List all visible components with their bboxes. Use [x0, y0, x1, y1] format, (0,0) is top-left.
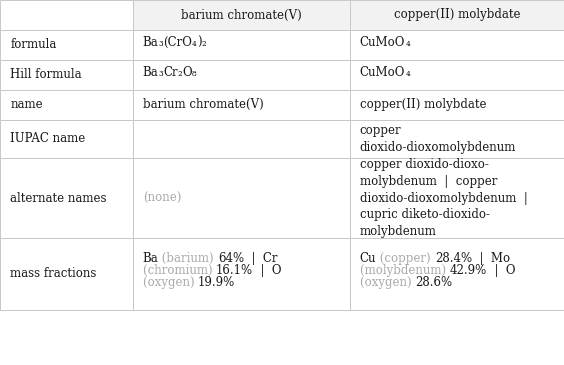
Text: |  O: | O: [253, 264, 281, 277]
Text: (CrO: (CrO: [163, 36, 192, 49]
Text: ₄: ₄: [192, 36, 197, 49]
Bar: [0, 30, 133, 60]
Bar: [0, 60, 133, 90]
Text: name: name: [10, 98, 43, 111]
Text: Cr: Cr: [163, 66, 178, 79]
Bar: [350, 238, 564, 310]
Bar: [0, 0, 133, 30]
Text: |  O: | O: [487, 264, 515, 277]
Bar: [133, 120, 350, 158]
Bar: [133, 0, 350, 30]
Text: copper
dioxido-dioxomolybdenum: copper dioxido-dioxomolybdenum: [360, 124, 516, 154]
Bar: [133, 90, 350, 120]
Text: 28.6%: 28.6%: [415, 276, 452, 289]
Text: |  Mo: | Mo: [472, 251, 510, 265]
Text: Cu: Cu: [360, 251, 376, 265]
Text: (barium): (barium): [158, 251, 218, 265]
Text: 42.9%: 42.9%: [450, 264, 487, 277]
Bar: [350, 30, 564, 60]
Text: ₄: ₄: [405, 36, 410, 49]
Text: formula: formula: [10, 38, 56, 51]
Bar: [350, 158, 564, 238]
Text: 28.4%: 28.4%: [435, 251, 472, 265]
Text: 16.1%: 16.1%: [216, 264, 253, 277]
Text: barium chromate(V): barium chromate(V): [143, 98, 263, 111]
Text: ): ): [197, 36, 201, 49]
Text: (chromium): (chromium): [143, 264, 216, 277]
Text: ₃: ₃: [158, 36, 163, 49]
Bar: [350, 60, 564, 90]
Text: (molybdenum): (molybdenum): [360, 264, 450, 277]
Text: Hill formula: Hill formula: [10, 68, 82, 81]
Bar: [0, 158, 133, 238]
Bar: [0, 238, 133, 310]
Text: CuMoO: CuMoO: [360, 36, 405, 49]
Text: Ba: Ba: [143, 251, 158, 265]
Text: alternate names: alternate names: [10, 192, 107, 205]
Bar: [133, 158, 350, 238]
Bar: [350, 90, 564, 120]
Bar: [133, 30, 350, 60]
Text: mass fractions: mass fractions: [10, 268, 96, 280]
Bar: [350, 120, 564, 158]
Text: (copper): (copper): [376, 251, 435, 265]
Bar: [0, 120, 133, 158]
Text: 64%: 64%: [218, 251, 244, 265]
Text: (oxygen): (oxygen): [360, 276, 415, 289]
Text: barium chromate(V): barium chromate(V): [180, 8, 302, 22]
Text: ₈: ₈: [192, 66, 197, 79]
Text: Ba: Ba: [143, 66, 158, 79]
Text: O: O: [183, 66, 192, 79]
Text: 19.9%: 19.9%: [198, 276, 235, 289]
Text: |  Cr: | Cr: [244, 251, 277, 265]
Text: ₂: ₂: [201, 36, 206, 49]
Text: ₄: ₄: [405, 66, 410, 79]
Text: (oxygen): (oxygen): [143, 276, 198, 289]
Bar: [0, 90, 133, 120]
Text: copper(II) molybdate: copper(II) molybdate: [360, 98, 486, 111]
Text: copper dioxido-dioxo-
molybdenum  |  copper
dioxido-dioxomolybdenum  |
cupric di: copper dioxido-dioxo- molybdenum | coppe…: [360, 158, 527, 238]
Text: copper(II) molybdate: copper(II) molybdate: [394, 8, 520, 22]
Text: (none): (none): [143, 192, 181, 205]
Text: ₃: ₃: [158, 66, 163, 79]
Text: CuMoO: CuMoO: [360, 66, 405, 79]
Bar: [133, 60, 350, 90]
Text: ₂: ₂: [178, 66, 183, 79]
Text: IUPAC name: IUPAC name: [10, 132, 85, 145]
Text: Ba: Ba: [143, 36, 158, 49]
Bar: [350, 0, 564, 30]
Bar: [133, 238, 350, 310]
